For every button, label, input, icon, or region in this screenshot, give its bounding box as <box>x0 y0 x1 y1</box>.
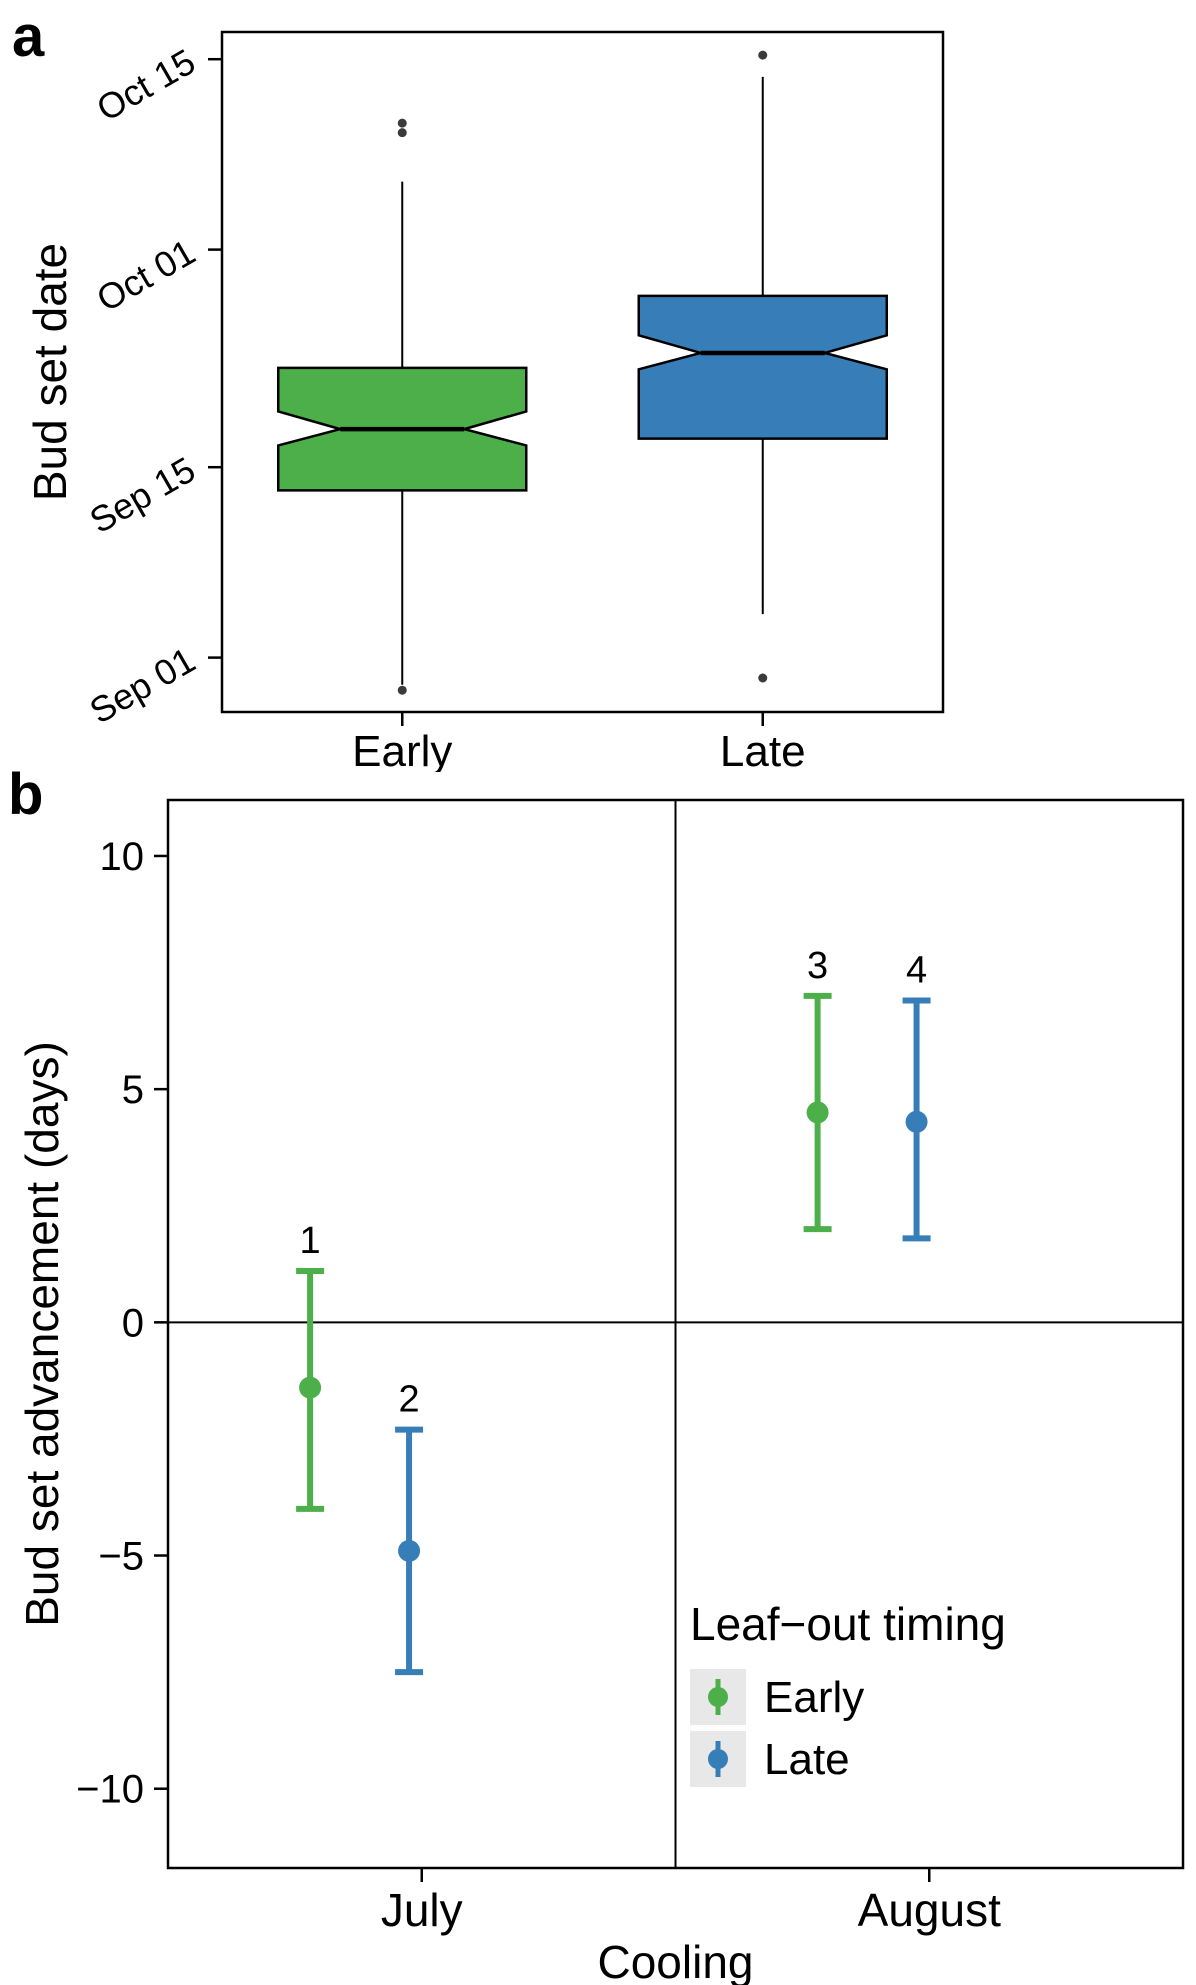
point-number-label: 1 <box>300 1220 321 1262</box>
y-axis-tick-label: 0 <box>122 1301 144 1345</box>
outlier-point <box>758 673 768 683</box>
legend-entry-label: Early <box>764 1673 864 1722</box>
y-axis-tick-label: Sep 01 <box>83 639 202 732</box>
point-number-label: 3 <box>807 945 828 987</box>
outlier-point <box>758 50 768 60</box>
mean-point-1 <box>299 1376 322 1399</box>
outlier-point <box>397 128 407 138</box>
legend-title: Leaf−out timing <box>690 1598 1006 1650</box>
notched-box-late <box>637 294 888 440</box>
legend-key-dot <box>708 1749 728 1769</box>
panel-a-y-axis-title: Bud set date <box>24 243 76 501</box>
panel-b-pointrange-chart: July August Cooling 10 5 0 −5 −10 Bud set advanc… <box>16 798 1185 1985</box>
y-axis-tick-label: Oct 01 <box>90 231 202 320</box>
mean-point-2 <box>398 1539 421 1562</box>
facet-label: August <box>858 1884 1001 1936</box>
legend-entry-label: Late <box>764 1735 850 1784</box>
facet-label: July <box>381 1884 463 1936</box>
x-axis-title: Cooling <box>598 1936 754 1985</box>
x-category-label: Early <box>352 727 452 772</box>
panel-b-y-axis-title: Bud set advancement (days) <box>16 1041 68 1627</box>
mean-point-4 <box>905 1110 928 1133</box>
outlier-point <box>397 118 407 128</box>
point-number-label: 2 <box>398 1379 419 1421</box>
y-axis-tick-label: Sep 15 <box>83 449 202 542</box>
legend-key-dot <box>708 1687 728 1707</box>
mean-point-3 <box>806 1101 829 1124</box>
y-axis-tick-label: Oct 15 <box>90 41 202 130</box>
panel-a-boxplot-chart: Sep 01 Sep 15 Oct 01 Oct 15 Bud set date Earl… <box>24 30 945 772</box>
y-axis-tick-label: −5 <box>98 1535 144 1579</box>
panel-a-label: a <box>12 4 45 69</box>
y-axis-tick-label: 10 <box>100 835 145 879</box>
y-axis-tick-label: −10 <box>76 1768 144 1812</box>
y-axis-tick-label: 5 <box>122 1068 144 1112</box>
panel-b-label: b <box>8 762 44 827</box>
outlier-point <box>397 685 407 695</box>
x-category-label: Late <box>720 727 806 772</box>
point-number-label: 4 <box>906 950 927 992</box>
